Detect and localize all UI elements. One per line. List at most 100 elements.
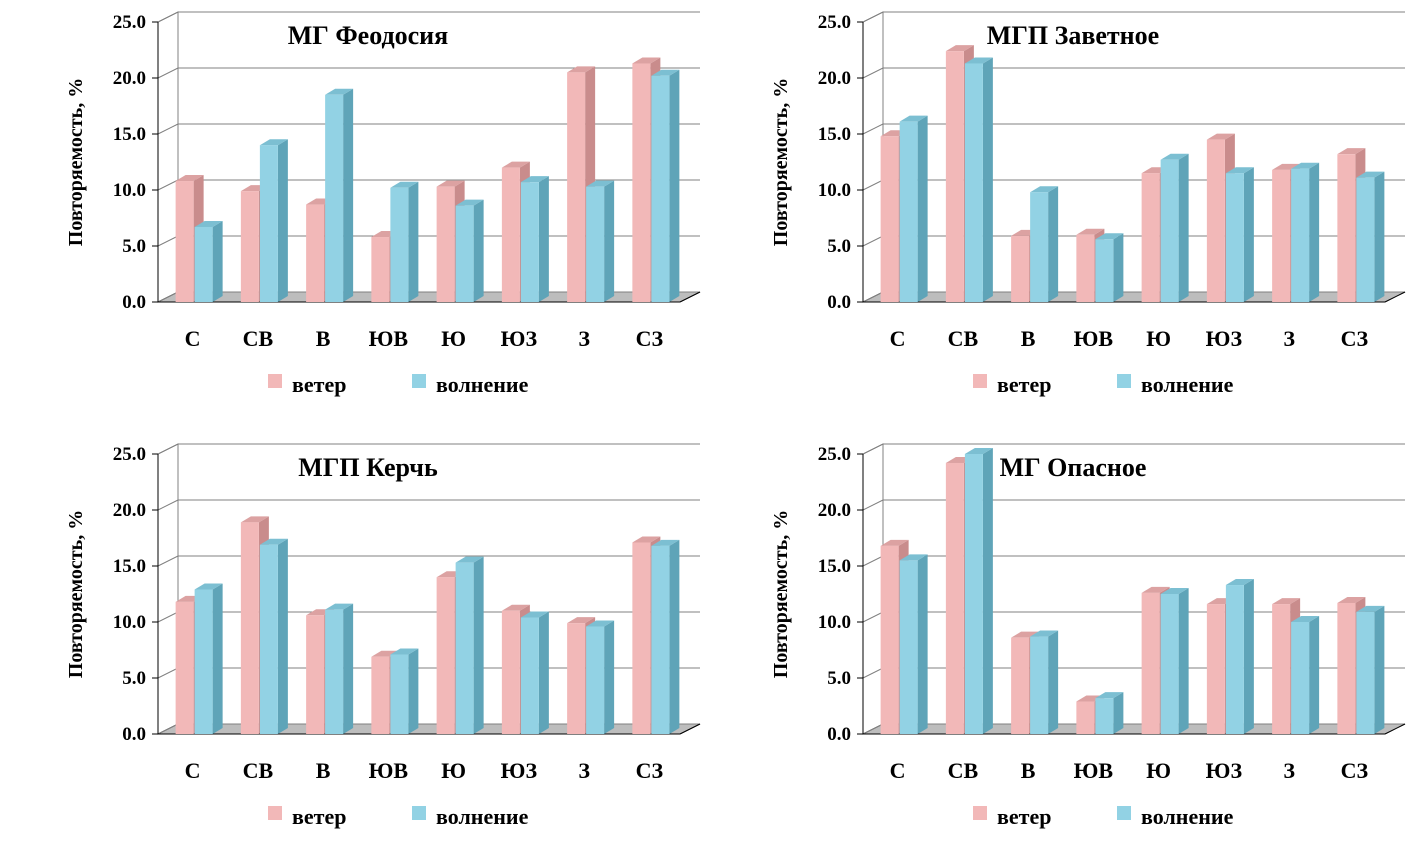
- floor: [157, 723, 701, 735]
- bar-front: [501, 167, 520, 302]
- bar-top: [175, 175, 204, 182]
- bar-top: [436, 180, 465, 187]
- gridline-diag: [157, 667, 179, 679]
- side-wall: [157, 443, 179, 735]
- legend-swatch: [1117, 806, 1131, 820]
- gridline-diag: [862, 179, 884, 191]
- bar-front: [306, 615, 325, 734]
- bar-front: [1337, 154, 1356, 302]
- bar-front: [1160, 594, 1179, 734]
- y-axis-label: Повторяемость, %: [65, 78, 87, 246]
- bar-side: [408, 181, 419, 302]
- side-wall: [862, 443, 884, 735]
- bar-top: [1030, 630, 1059, 637]
- bar-front: [632, 63, 651, 302]
- gridline-diag: [157, 723, 179, 735]
- bar-front: [1076, 701, 1095, 734]
- gridline-diag: [862, 11, 884, 23]
- gridline-diag: [862, 123, 884, 135]
- chart-kerch: 0.0 5.0 10.0 15.0 20.0 25.0 С СВ В ЮВ Ю ЮЗ З СЗ Повтор…: [0, 432, 701, 864]
- y-tick-label: 0.0: [827, 292, 851, 313]
- x-tick-label: ЮВ: [1074, 326, 1114, 351]
- legend-label: ветер: [997, 804, 1051, 829]
- bar-wave-6: [586, 620, 615, 734]
- bar-top: [371, 650, 400, 657]
- x-axis-depth: [679, 723, 701, 735]
- x-tick-label: ЮЗ: [501, 326, 538, 351]
- bar-top: [1291, 162, 1320, 169]
- bar-side: [917, 554, 928, 734]
- bar-side: [982, 57, 993, 302]
- legend-label: волнение: [1141, 804, 1234, 829]
- bar-front: [175, 181, 194, 302]
- bar-front: [567, 72, 586, 303]
- x-tick-label: ЮЗ: [1206, 758, 1243, 783]
- bar-top: [1291, 616, 1320, 622]
- bar-side: [212, 583, 223, 734]
- x-tick-label: ЮВ: [369, 758, 409, 783]
- bar-side: [1309, 162, 1320, 302]
- bar-front: [520, 182, 539, 302]
- bar-side: [1113, 233, 1124, 302]
- bar-front: [325, 94, 344, 302]
- bar-wave-4: [455, 556, 484, 734]
- bar-front: [1141, 173, 1160, 302]
- gridline-diag: [862, 443, 884, 455]
- gridline-diag: [157, 555, 179, 567]
- bar-side: [343, 603, 354, 734]
- y-tick-label: 15.0: [818, 124, 851, 145]
- y-tick-label: 20.0: [818, 68, 851, 89]
- bars: [880, 448, 1385, 734]
- side-wall: [862, 11, 884, 303]
- chart-walls: [157, 11, 701, 303]
- bar-wave-7: [651, 69, 680, 302]
- bar-side: [343, 88, 354, 302]
- bar-top: [1011, 631, 1040, 638]
- bar-top: [1356, 171, 1385, 178]
- bar-top: [520, 176, 549, 183]
- bar-side: [1113, 692, 1124, 734]
- bar-wave-3: [390, 648, 419, 734]
- gridline-diag: [157, 123, 179, 135]
- bar-top: [567, 66, 596, 73]
- legend: ветер волнение: [973, 804, 1234, 829]
- x-tick-label: Ю: [1146, 758, 1171, 783]
- chart-zavetnoe: 0.0 5.0 10.0 15.0 20.0 25.0 С СВ В ЮВ Ю ЮЗ З СЗ Повтор…: [705, 0, 1406, 432]
- bar-wave-3: [390, 181, 419, 302]
- x-tick-label: В: [316, 758, 331, 783]
- bar-side: [604, 180, 615, 302]
- bar-front: [325, 609, 344, 734]
- bar-top: [567, 617, 596, 624]
- x-tick-label: З: [578, 326, 590, 351]
- legend-item-wind: ветер: [973, 804, 1051, 829]
- x-tick-label: В: [316, 326, 331, 351]
- bar-front: [1337, 602, 1356, 734]
- legend-swatch: [268, 806, 282, 820]
- bar-side: [982, 448, 993, 734]
- bar-front: [945, 51, 964, 303]
- bar-top: [1272, 163, 1301, 170]
- bar-front: [436, 577, 455, 734]
- x-tick-label: З: [1283, 758, 1295, 783]
- bar-top: [651, 69, 680, 76]
- bar-wave-6: [1291, 616, 1320, 734]
- bar-front: [1291, 168, 1310, 302]
- bar-wave-0: [899, 554, 928, 734]
- bar-top: [1076, 228, 1105, 235]
- bar-front: [501, 610, 520, 734]
- bar-top: [1337, 596, 1366, 603]
- y-tick-label: 5.0: [827, 236, 851, 257]
- bar-top: [259, 139, 288, 146]
- bar-top: [1225, 167, 1254, 174]
- x-axis-depth: [679, 291, 701, 303]
- chart-title: МГ Феодосия: [288, 21, 448, 50]
- bars: [175, 57, 680, 303]
- bar-top: [520, 611, 549, 618]
- bar-top: [964, 448, 993, 454]
- bar-front: [1272, 604, 1291, 734]
- bar-top: [1337, 148, 1366, 155]
- bar-wave-2: [325, 603, 354, 734]
- x-tick-label: ЮЗ: [501, 758, 538, 783]
- bar-wave-1: [964, 57, 993, 302]
